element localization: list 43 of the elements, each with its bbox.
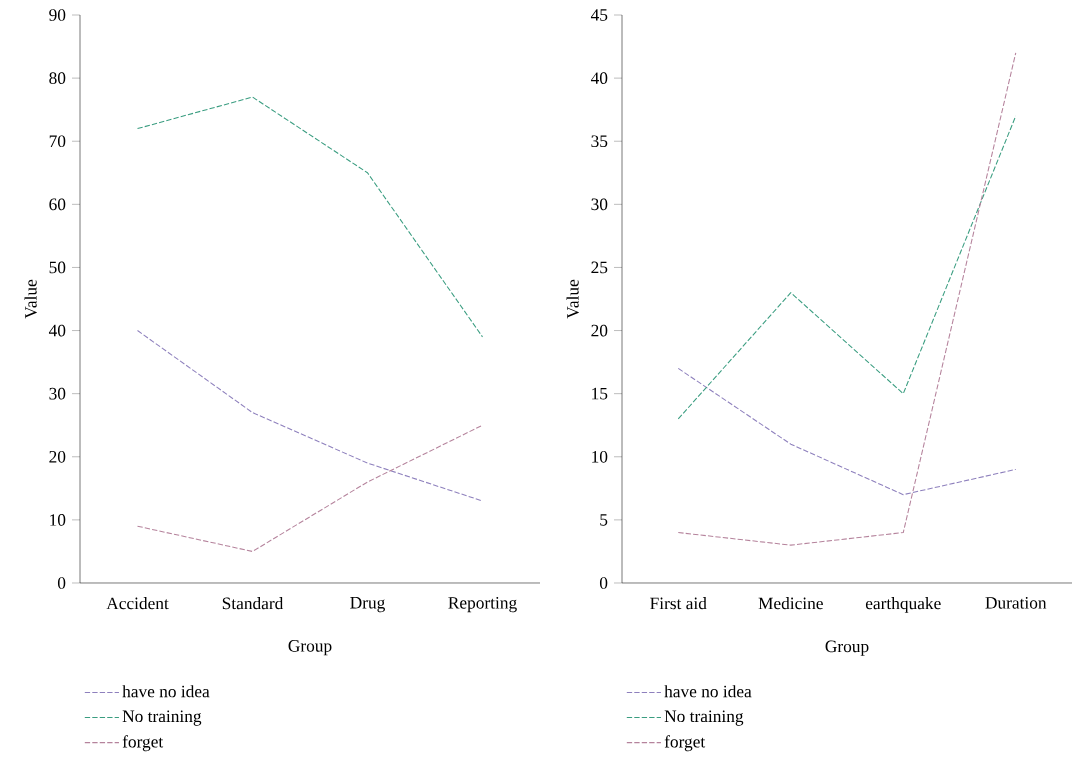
y-tick-label: 5 [600,514,608,526]
y-tick-label: 15 [592,387,608,400]
y-tick-label: 90 [49,9,66,21]
y-tick-label: 80 [49,72,66,84]
x-tick-label: Standard [222,597,284,610]
x-tick-label: Medicine [758,597,823,610]
y-tick-label: 10 [50,514,66,526]
x-axis-title: Group [825,640,869,656]
y-tick-label: 50 [49,261,66,274]
x-tick-label: Drug [350,597,385,613]
x-tick-label: earthquake [865,597,941,613]
x-tick-label: First aid [650,597,707,610]
x-axis-title: Group [288,640,332,656]
y-tick-label: 30 [49,387,66,400]
line-series [136,96,484,338]
y-tick-label: 25 [591,261,608,274]
legend-label: No training [664,710,744,726]
legend-label: forget [664,735,706,752]
x-tick-label: Reporting [448,597,517,613]
y-tick-label: 40 [48,324,66,337]
y-tick-label: 20 [49,450,66,463]
legend-label: have no idea [664,685,752,698]
legend-label: No training [122,710,202,726]
y-tick-label: 60 [49,198,66,211]
y-axis-title: Value [566,279,579,319]
y-tick-label: 10 [592,450,608,463]
y-tick-label: 45 [590,9,608,21]
x-tick-label: Accident [106,597,169,610]
y-tick-label: 70 [49,135,66,148]
legend-label: have no idea [122,685,210,698]
line-series [677,367,1017,496]
y-axis-title: Value [24,279,37,319]
y-tick-label: 20 [591,324,608,337]
y-tick-label: 40 [590,72,608,84]
y-tick-label: 0 [599,577,608,589]
y-tick-label: 30 [591,198,608,211]
line-series [677,115,1017,420]
x-tick-label: Duration [985,597,1047,609]
y-tick-label: 35 [591,135,608,148]
y-tick-label: 0 [57,577,66,589]
line-series [136,330,484,502]
line-series [136,424,484,552]
legend-label: forget [122,735,164,752]
